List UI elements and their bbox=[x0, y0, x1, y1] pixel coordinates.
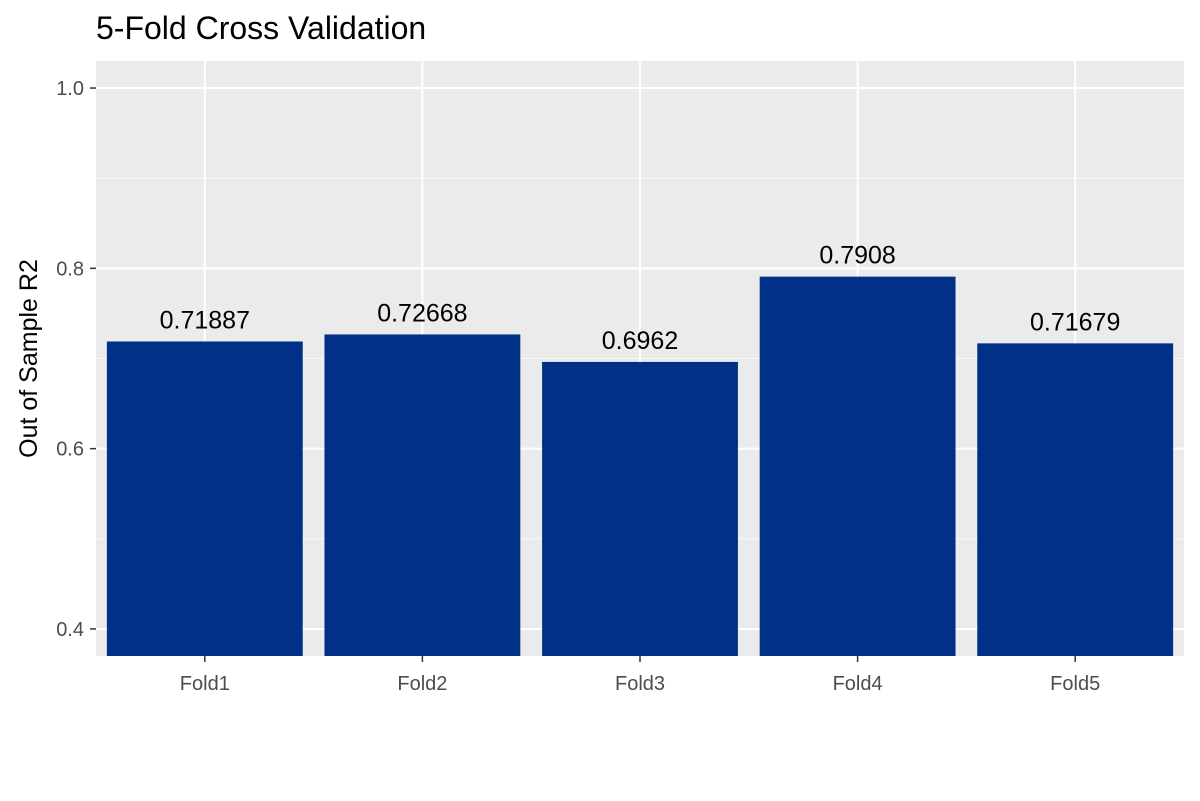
data-label-fold5: 0.71679 bbox=[1030, 308, 1120, 336]
y-tick-label: 0.6 bbox=[56, 439, 84, 461]
data-label-fold4: 0.7908 bbox=[819, 242, 895, 270]
data-label-fold2: 0.72668 bbox=[377, 299, 467, 327]
x-tick-label-fold4: Fold4 bbox=[833, 673, 883, 695]
y-tick-label: 1.0 bbox=[56, 78, 84, 100]
y-axis-title: Out of Sample R2 bbox=[15, 259, 43, 458]
bar-fold4 bbox=[759, 276, 956, 656]
y-tick-label: 0.8 bbox=[56, 258, 84, 280]
data-label-fold1: 0.71887 bbox=[160, 306, 250, 334]
x-tick-label-fold3: Fold3 bbox=[615, 673, 665, 695]
chart-container: 5-Fold Cross Validation 0.71887 0.72668 0.… bbox=[15, 10, 1184, 695]
x-tick-label-fold5: Fold5 bbox=[1050, 673, 1100, 695]
x-tick-label-fold2: Fold2 bbox=[397, 673, 447, 695]
bar-fold5 bbox=[977, 343, 1174, 656]
bar-chart: 0.71887 0.72668 0.6962 0.7908 0.71679 0.4 0.6 0… bbox=[15, 61, 1184, 695]
chart-title: 5-Fold Cross Validation bbox=[96, 10, 427, 46]
data-label-fold3: 0.6962 bbox=[602, 327, 678, 355]
y-tick-label: 0.4 bbox=[56, 619, 84, 641]
bar-fold1 bbox=[106, 341, 303, 656]
bar-fold2 bbox=[324, 334, 521, 656]
bar-fold3 bbox=[542, 361, 738, 656]
x-tick-label-fold1: Fold1 bbox=[180, 673, 230, 695]
